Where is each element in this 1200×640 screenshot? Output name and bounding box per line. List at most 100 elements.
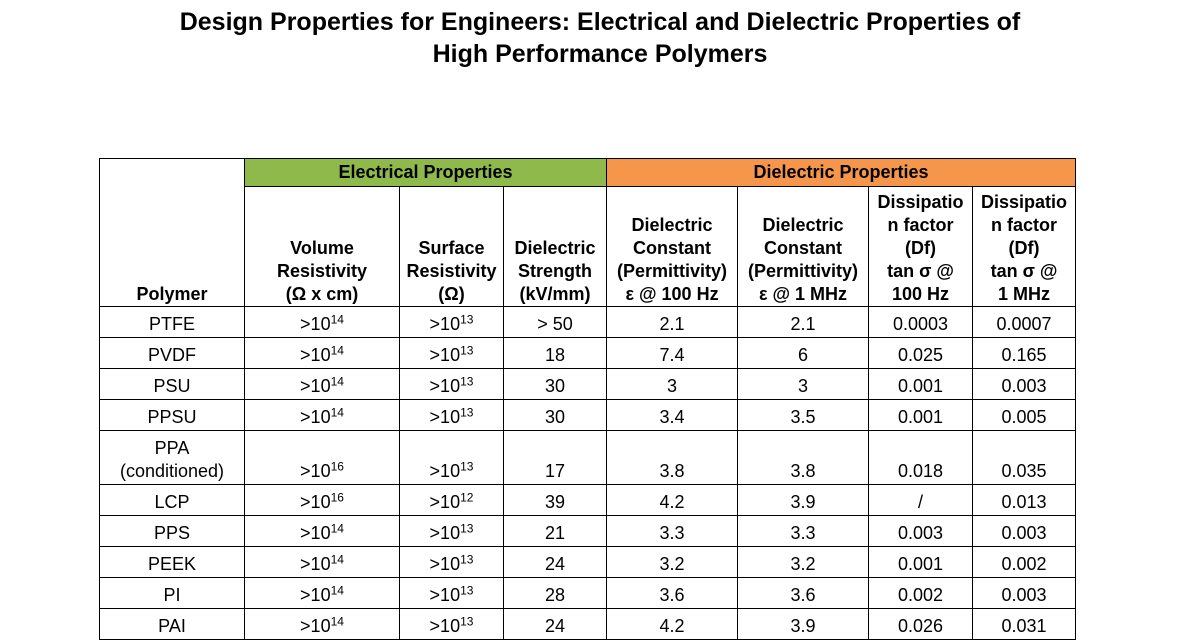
header-line: (Permittivity) (748, 261, 859, 281)
value-base: >10 (300, 314, 331, 334)
value-base: >10 (429, 554, 461, 574)
header-line: 1 MHz (998, 284, 1051, 304)
polymer-name: PSU (153, 376, 191, 396)
value-base: >10 (300, 461, 331, 481)
cell-dielectric-constant-100hz: 3.2 (606, 546, 739, 578)
cell-dielectric-constant-1mhz: 3.3 (737, 515, 870, 547)
cell-dissipation-factor-1mhz: 0.003 (972, 515, 1077, 547)
value-exponent: 14 (330, 343, 344, 358)
polymer-name-qualifier: (conditioned) (119, 461, 225, 481)
column-header-dielectric-constant-100hz: Dielectric Constant (Permittivity) ε @ 1… (606, 186, 739, 307)
header-line: tan σ @ (990, 261, 1058, 281)
table-row: PI >1014 >1013 28 3.6 3.6 0.002 0.003 (99, 577, 1077, 609)
cell-dissipation-factor-1mhz: 0.005 (972, 399, 1077, 431)
cell-volume-resistivity: >1014 (244, 515, 400, 547)
header-line: Strength (518, 261, 592, 281)
cell-dielectric-constant-100hz: 4.2 (606, 608, 739, 640)
cell-volume-resistivity: >1016 (244, 484, 400, 516)
table-row: PPSU >1014 >1013 30 3.4 3.5 0.001 0.005 (99, 399, 1077, 431)
table-row: PVDF >1014 >1013 18 7.4 6 0.025 0.165 (99, 337, 1077, 369)
cell-dissipation-factor-1mhz: 0.0007 (972, 306, 1077, 338)
header-line: (Df) (1008, 238, 1040, 258)
cell-volume-resistivity: >1014 (244, 399, 400, 431)
polymer-name: PEEK (147, 554, 197, 574)
cell-surface-resistivity: >1013 (399, 515, 504, 547)
cell-dissipation-factor-100hz: 0.026 (868, 608, 974, 640)
cell-volume-resistivity: >1014 (244, 337, 400, 369)
cell-volume-resistivity: >1014 (244, 608, 400, 640)
header-line: (Permittivity) (617, 261, 728, 281)
column-header-dissipation-factor-1mhz: Dissipatio n factor (Df) tan σ @ 1 MHz (972, 186, 1077, 307)
cell-polymer: LCP (99, 484, 245, 516)
cell-dielectric-constant-1mhz: 3.8 (737, 430, 870, 485)
cell-dielectric-constant-100hz: 3.4 (606, 399, 739, 431)
column-header-polymer: Polymer (99, 158, 245, 307)
column-header-volume-resistivity: Volume Resistivity (Ω x cm) (244, 186, 400, 307)
value-base: >10 (300, 345, 331, 365)
cell-dielectric-constant-100hz: 2.1 (606, 306, 739, 338)
polymer-name: LCP (154, 492, 190, 512)
group-header-electrical: Electrical Properties (243, 158, 608, 187)
header-line: n factor (991, 215, 1058, 235)
cell-surface-resistivity: >1013 (399, 430, 504, 485)
cell-dissipation-factor-100hz: 0.0003 (868, 306, 974, 338)
table-row: PSU >1014 >1013 30 3 3 0.001 0.003 (99, 368, 1077, 400)
cell-dissipation-factor-100hz: 0.025 (868, 337, 974, 369)
cell-surface-resistivity: >1013 (399, 399, 504, 431)
cell-dielectric-constant-100hz: 4.2 (606, 484, 739, 516)
cell-dielectric-strength: 17 (502, 430, 608, 485)
header-line: Dissipatio (877, 192, 964, 212)
properties-table: Polymer Electrical Properties Dielectric… (99, 158, 1077, 640)
value-base: >10 (429, 407, 461, 427)
table-row: PTFE >1014 >1013 > 50 2.1 2.1 0.0003 0.0… (99, 306, 1077, 338)
group-header-row: Polymer Electrical Properties Dielectric… (99, 158, 1077, 307)
value-exponent: 14 (330, 521, 344, 536)
header-line: Volume (290, 238, 354, 258)
cell-dielectric-strength: 30 (502, 399, 608, 431)
value-base: >10 (300, 407, 331, 427)
header-line: n factor (887, 215, 954, 235)
cell-surface-resistivity: >1013 (399, 577, 504, 609)
value-base: >10 (300, 376, 331, 396)
cell-volume-resistivity: >1014 (244, 306, 400, 338)
group-header-dielectric: Dielectric Properties (606, 158, 1077, 187)
cell-polymer: PEEK (99, 546, 245, 578)
cell-dissipation-factor-100hz: 0.001 (868, 546, 974, 578)
value-exponent: 13 (460, 312, 474, 327)
cell-dielectric-constant-100hz: 3.8 (606, 430, 739, 485)
cell-dielectric-strength: 24 (502, 608, 608, 640)
cell-dielectric-constant-1mhz: 3.5 (737, 399, 870, 431)
value-base: >10 (429, 314, 461, 334)
header-line: (Df) (905, 238, 936, 258)
header-line: Dielectric (514, 238, 596, 258)
header-line: Dissipatio (981, 192, 1068, 212)
cell-polymer: PI (99, 577, 245, 609)
cell-polymer: PAI (99, 608, 245, 640)
cell-dissipation-factor-1mhz: 0.002 (972, 546, 1077, 578)
header-line: Resistivity (406, 261, 497, 281)
header-line: Constant (764, 238, 843, 258)
cell-volume-resistivity: >1014 (244, 546, 400, 578)
cell-volume-resistivity: >1014 (244, 577, 400, 609)
cell-dissipation-factor-1mhz: 0.003 (972, 577, 1077, 609)
polymer-name: PPSU (147, 407, 197, 427)
cell-surface-resistivity: >1013 (399, 337, 504, 369)
header-line: 100 Hz (891, 284, 950, 304)
column-header-row: Volume Resistivity (Ω x cm) Surface Resi… (100, 186, 1077, 307)
value-base: >10 (429, 585, 461, 605)
table-row: LCP >1016 >1012 39 4.2 3.9 / 0.013 (99, 484, 1077, 516)
value-base: >10 (300, 554, 331, 574)
cell-dielectric-constant-100hz: 7.4 (606, 337, 739, 369)
column-header-dielectric-strength: Dielectric Strength (kV/mm) (502, 186, 608, 307)
value-exponent: 13 (460, 459, 474, 474)
header-line: tan σ @ (887, 261, 954, 281)
page-title-line-1: Design Properties for Engineers: Electri… (179, 8, 1021, 36)
cell-dielectric-constant-1mhz: 2.1 (737, 306, 870, 338)
cell-dielectric-strength: 21 (502, 515, 608, 547)
cell-polymer: PSU (99, 368, 245, 400)
header-line: ε @ 100 Hz (625, 284, 719, 304)
polymer-name: PPS (153, 523, 191, 543)
column-header-dielectric-constant-1mhz: Dielectric Constant (Permittivity) ε @ 1… (737, 186, 870, 307)
cell-dielectric-strength: 30 (502, 368, 608, 400)
value-base: >10 (429, 376, 461, 396)
